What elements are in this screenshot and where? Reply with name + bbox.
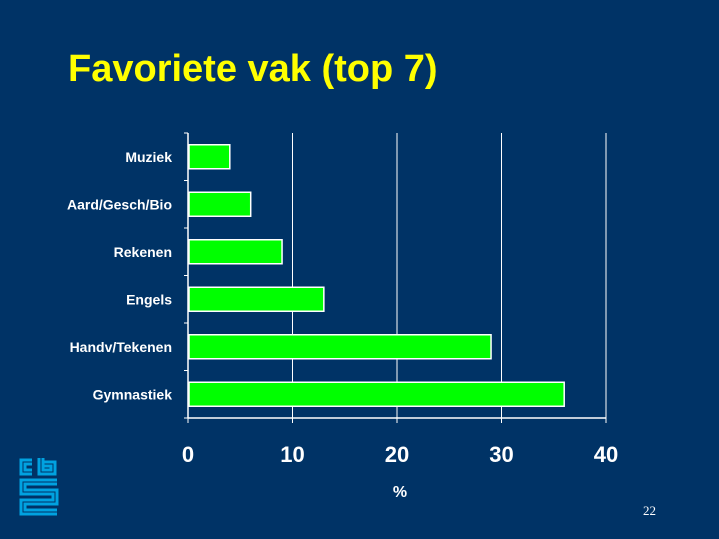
category-label: Rekenen	[114, 244, 172, 260]
bar	[188, 144, 231, 170]
page-number: 22	[643, 503, 656, 518]
category-label: Muziek	[125, 149, 172, 165]
cbs-logo-icon	[19, 458, 59, 516]
bar	[188, 239, 283, 265]
bar	[188, 191, 252, 217]
bar	[188, 381, 565, 407]
category-label: Engels	[126, 291, 172, 307]
category-label: Handv/Tekenen	[70, 339, 172, 355]
category-label: Gymnastiek	[93, 386, 173, 402]
category-label: Aard/Gesch/Bio	[67, 196, 172, 212]
x-tick-label: 40	[594, 442, 618, 467]
x-axis-label: %	[393, 484, 407, 501]
x-tick-label: 30	[489, 442, 513, 467]
x-tick-label: 0	[182, 442, 194, 467]
x-tick-label: 10	[280, 442, 304, 467]
slide-title: Favoriete vak (top 7)	[68, 48, 438, 90]
x-tick-label: 20	[385, 442, 409, 467]
bar	[188, 286, 325, 312]
bar	[188, 334, 492, 360]
